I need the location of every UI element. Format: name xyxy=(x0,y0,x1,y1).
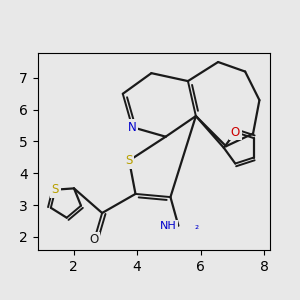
Text: ₂: ₂ xyxy=(194,221,198,231)
Text: S: S xyxy=(52,183,59,196)
Text: O: O xyxy=(90,233,99,247)
Text: N: N xyxy=(128,121,137,134)
Text: O: O xyxy=(231,126,240,139)
Text: NH: NH xyxy=(160,221,177,231)
Text: S: S xyxy=(125,154,133,167)
